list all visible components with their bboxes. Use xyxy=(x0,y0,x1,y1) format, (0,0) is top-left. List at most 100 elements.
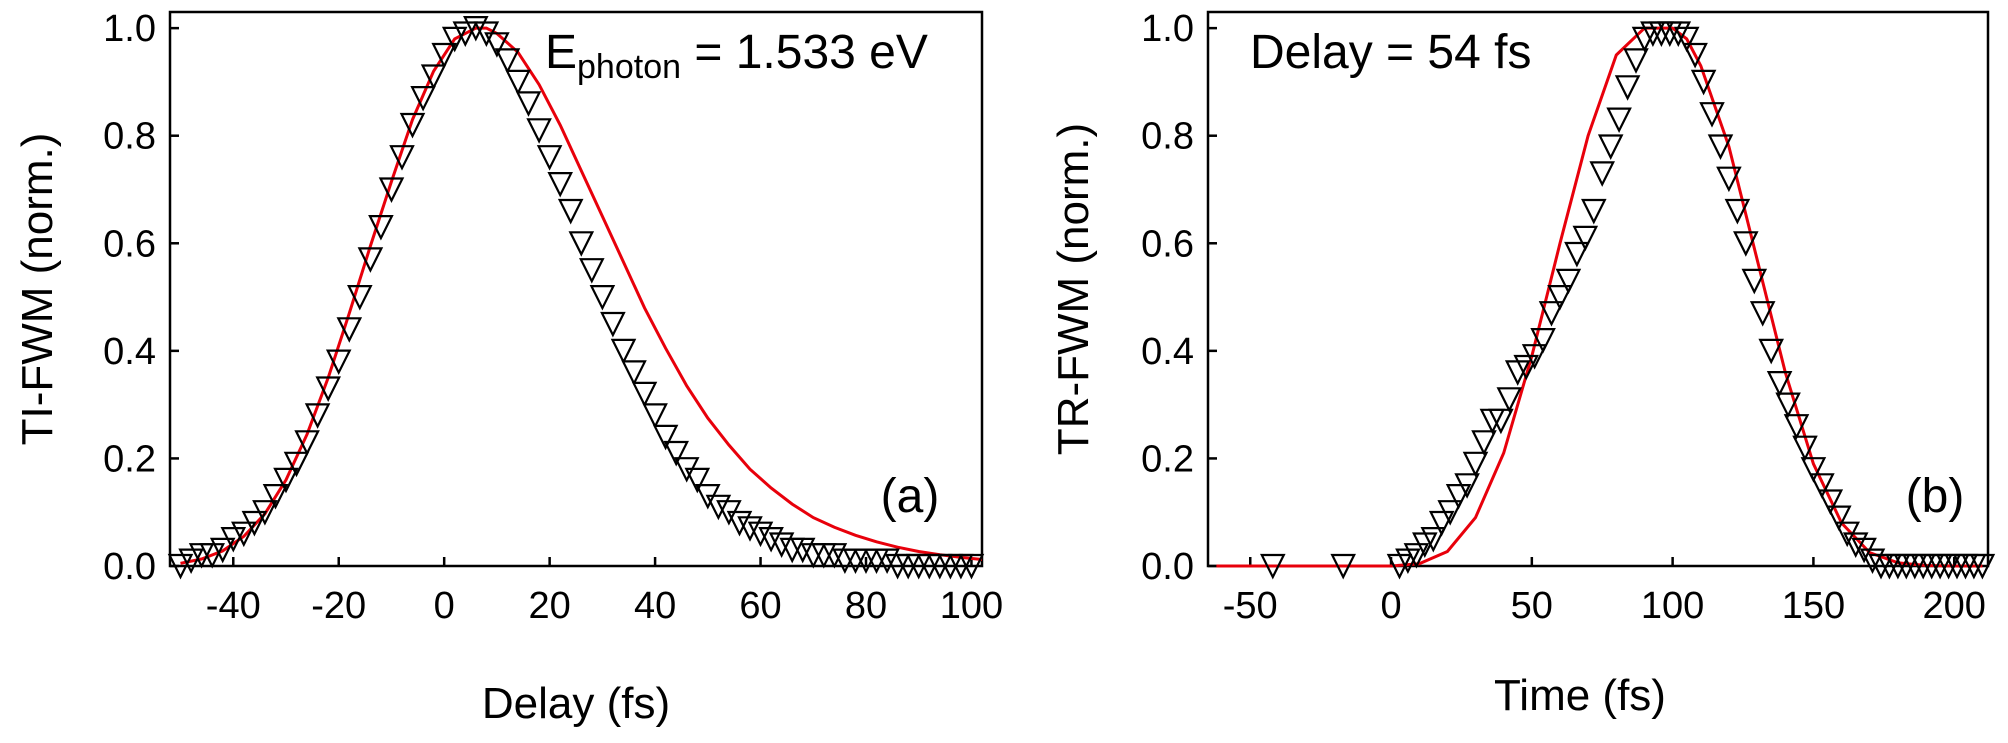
ytick-label-b: 0.2 xyxy=(1141,438,1194,480)
data-point-a xyxy=(378,177,405,203)
ytick-label-a: 1.0 xyxy=(103,8,156,50)
data-point-a xyxy=(420,64,447,90)
plot-frame-b xyxy=(1206,10,1990,568)
data-point-a xyxy=(789,537,816,564)
ytick-label-b: 1.0 xyxy=(1141,8,1194,50)
markers-a xyxy=(167,16,985,580)
xtick-label-b: 200 xyxy=(1923,585,1986,627)
data-point-b xyxy=(1783,414,1810,440)
data-point-a xyxy=(663,440,689,467)
data-point-a xyxy=(610,338,637,365)
data-point-b xyxy=(1699,102,1725,128)
panel-label-b: (b) xyxy=(1906,470,1965,523)
data-point-a xyxy=(684,467,711,494)
ylabel-a: TI-FWM (norm.) xyxy=(13,133,62,446)
data-point-b xyxy=(1513,354,1539,381)
data-point-a xyxy=(283,451,310,478)
data-point-a xyxy=(294,430,320,456)
data-point-b xyxy=(1859,548,1886,575)
data-point-b xyxy=(1969,553,1996,580)
data-point-a xyxy=(199,543,225,569)
xtick-label-a: 0 xyxy=(434,585,455,627)
xtick-label-a: 100 xyxy=(940,585,1003,627)
data-point-b xyxy=(1716,166,1742,193)
xtick-label-b: 150 xyxy=(1782,585,1845,627)
data-point-a xyxy=(758,526,784,553)
photon-energy-annotation: Ephoton = 1.533 eV xyxy=(545,26,928,86)
data-point-b xyxy=(1631,26,1658,53)
data-point-a xyxy=(410,85,436,112)
panel-a: TI-FWM (norm.) Delay (fs) Ephoton = 1.53… xyxy=(13,8,1003,728)
ytick-label-a: 0.6 xyxy=(103,223,156,265)
data-point-b xyxy=(1471,430,1497,456)
data-point-b xyxy=(1733,231,1759,257)
data-point-a xyxy=(494,48,521,74)
ytick-label-a: 0.2 xyxy=(103,438,156,480)
ylabel-b: TR-FWM (norm.) xyxy=(1049,123,1098,455)
delay-annotation: Delay = 54 fs xyxy=(1250,26,1531,79)
data-point-b xyxy=(1741,268,1768,295)
data-point-a xyxy=(463,16,489,42)
data-point-a xyxy=(304,403,331,429)
photon-energy-base: E xyxy=(545,26,577,79)
xlabel-a: Delay (fs) xyxy=(482,679,670,728)
xtick-label-a: -20 xyxy=(311,585,366,627)
xtick-label-a: 20 xyxy=(528,585,570,627)
data-point-b xyxy=(1792,435,1818,462)
panel-label-a: (a) xyxy=(881,470,940,523)
panel-b: TR-FWM (norm.) Time (fs) Delay = 54 fs (… xyxy=(1049,8,1996,720)
data-point-b xyxy=(1673,26,1700,53)
data-point-a xyxy=(178,548,204,575)
data-point-a xyxy=(231,521,257,548)
data-point-b xyxy=(1614,75,1641,101)
data-point-b xyxy=(1690,69,1717,96)
data-point-b xyxy=(1800,457,1827,483)
data-point-a xyxy=(568,231,595,257)
xtick-label-a: 60 xyxy=(739,585,781,627)
ticks-b: -50 0 50 100 150 200 0.0 0.2 0.4 0.6 0.8 1.0 xyxy=(1141,8,1986,627)
data-point-b xyxy=(1589,161,1615,187)
xtick-label-b: -50 xyxy=(1223,585,1278,627)
plot-frame-a xyxy=(168,10,984,568)
data-point-b xyxy=(1707,134,1734,160)
xtick-label-a: 40 xyxy=(634,585,676,627)
ytick-label-b: 0.0 xyxy=(1141,546,1194,588)
data-point-a xyxy=(557,198,584,225)
data-point-a xyxy=(526,118,552,144)
data-point-b xyxy=(1437,500,1463,526)
data-point-b xyxy=(1488,408,1514,435)
data-point-b xyxy=(1581,198,1607,225)
ytick-label-b: 0.8 xyxy=(1141,116,1194,158)
data-point-a xyxy=(431,42,457,69)
data-point-b xyxy=(1428,510,1455,537)
data-point-a xyxy=(768,532,795,558)
ytick-label-b: 0.4 xyxy=(1141,331,1194,373)
xtick-label-a: -40 xyxy=(206,585,261,627)
ytick-label-a: 0.4 xyxy=(103,331,156,373)
data-point-a xyxy=(273,467,299,494)
xtick-label-a: 80 xyxy=(845,585,887,627)
data-point-a xyxy=(347,285,373,311)
data-point-b xyxy=(1758,338,1784,365)
data-point-a xyxy=(357,247,384,273)
data-point-a xyxy=(726,510,753,537)
data-point-a xyxy=(399,112,426,139)
data-point-b xyxy=(1420,526,1447,553)
data-point-a xyxy=(642,403,668,429)
ticks-a: -40 -20 0 20 40 60 80 100 0.0 0.2 0.4 0.6 0.8 1.0 xyxy=(103,8,1003,627)
data-point-b xyxy=(1260,553,1286,580)
data-point-b xyxy=(1809,473,1835,499)
data-point-a xyxy=(484,32,510,58)
data-point-b xyxy=(1496,387,1523,413)
data-point-a xyxy=(621,360,647,386)
data-point-a xyxy=(336,317,363,343)
data-point-b xyxy=(1462,451,1489,478)
data-point-a xyxy=(209,537,236,564)
data-point-a xyxy=(389,145,415,171)
data-point-b xyxy=(1623,48,1649,74)
data-point-a xyxy=(536,145,563,171)
data-point-b xyxy=(1330,553,1356,580)
xtick-label-b: 50 xyxy=(1511,585,1553,627)
data-point-b xyxy=(1547,285,1573,311)
